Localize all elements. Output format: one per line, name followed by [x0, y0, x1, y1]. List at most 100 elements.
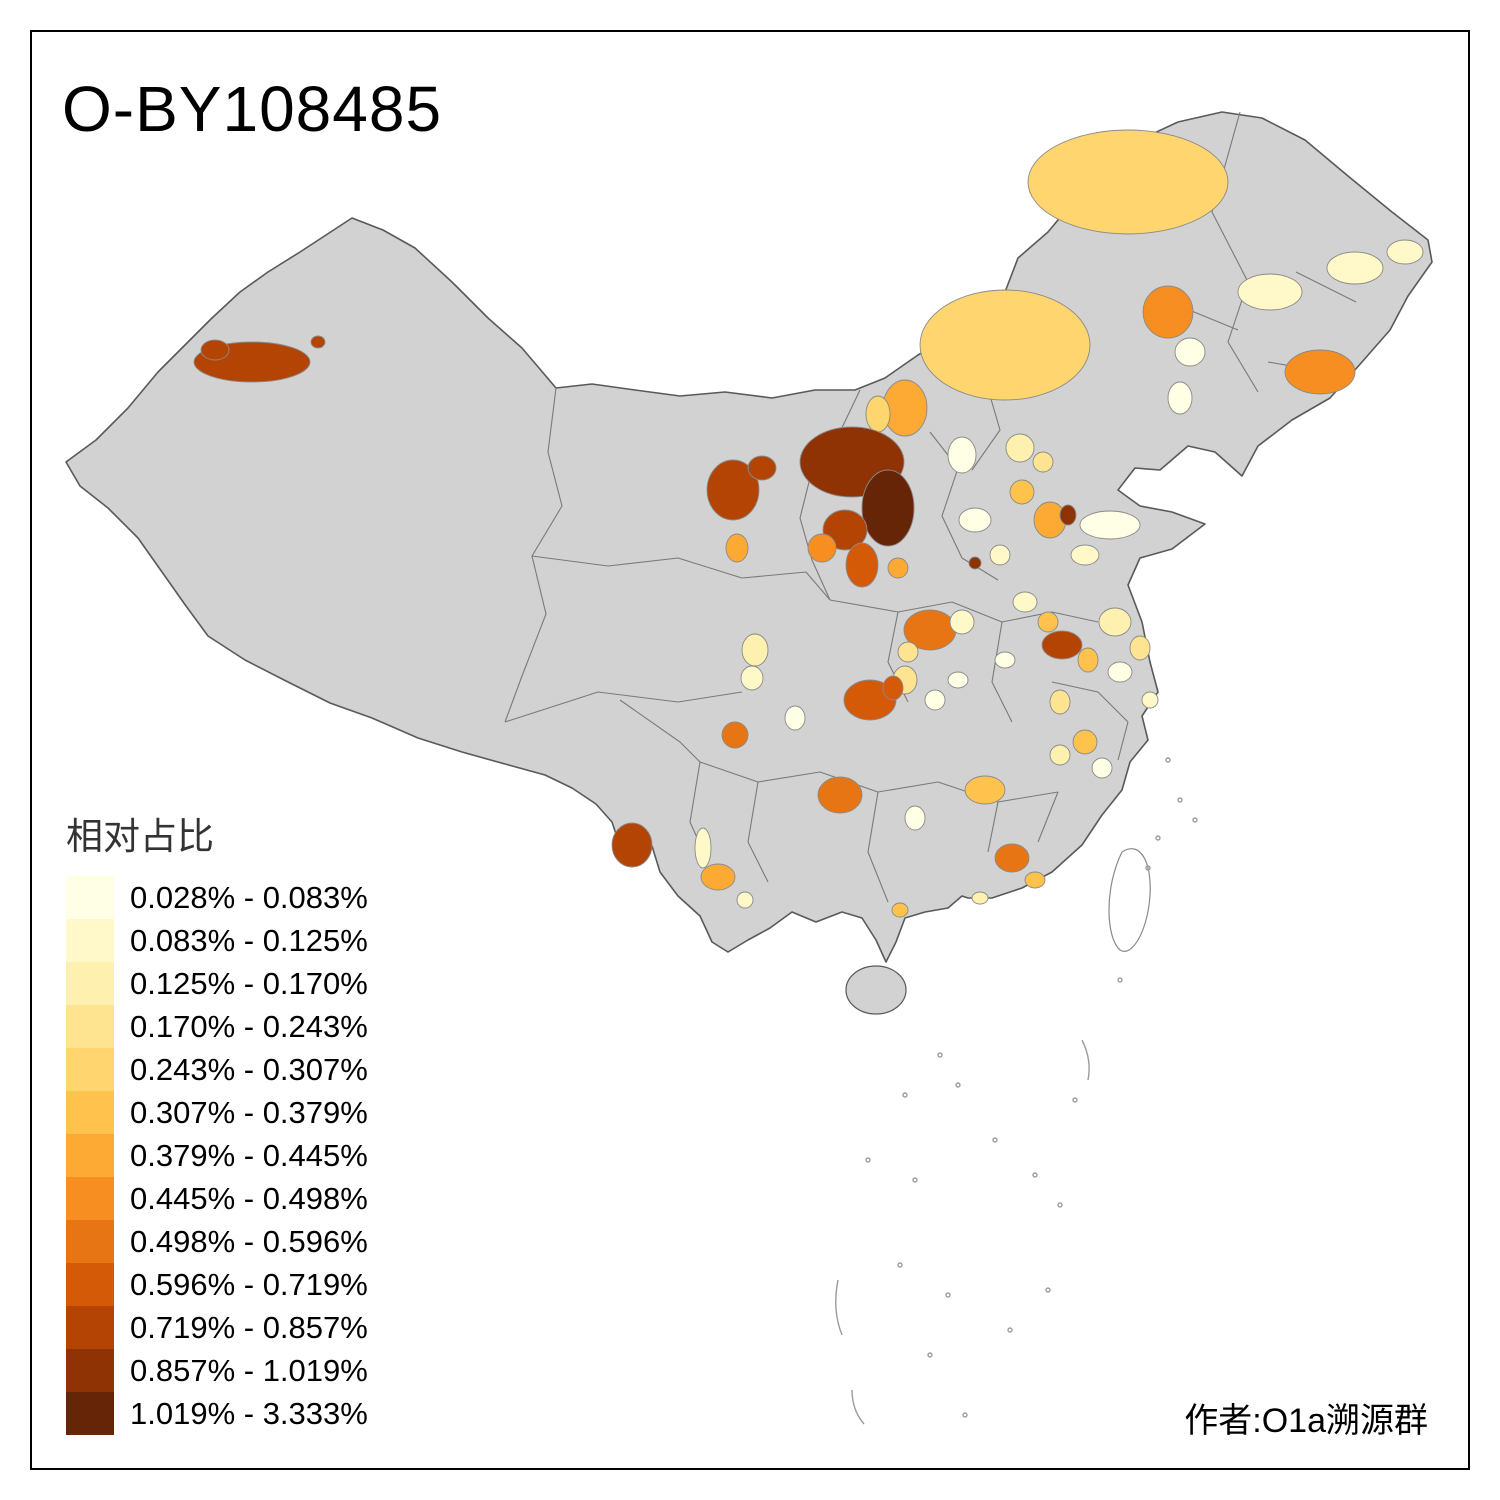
map-region: [947, 436, 977, 474]
legend-swatch: [66, 1392, 114, 1435]
map-region: [1012, 591, 1038, 613]
map-region: [1049, 689, 1071, 715]
legend-row: 0.243% - 0.307%: [66, 1048, 368, 1091]
map-region: [1049, 744, 1071, 766]
map-region: [924, 689, 946, 711]
legend-swatch: [66, 962, 114, 1005]
map-region: [200, 339, 230, 361]
map-region: [1284, 349, 1356, 395]
map-region: [611, 822, 653, 868]
map-region: [740, 665, 764, 691]
legend-label: 0.125% - 0.170%: [130, 965, 368, 1001]
legend-swatch: [66, 1220, 114, 1263]
map-region: [1070, 544, 1100, 566]
map-region: [721, 721, 749, 749]
legend-row: 1.019% - 3.333%: [66, 1392, 368, 1435]
legend-label: 0.857% - 1.019%: [130, 1352, 368, 1388]
map-region: [947, 671, 969, 689]
map-region: [700, 863, 736, 891]
legend-label: 0.596% - 0.719%: [130, 1266, 368, 1302]
map-region: [1027, 129, 1229, 235]
legend-swatch: [66, 876, 114, 919]
legend-label: 0.498% - 0.596%: [130, 1223, 368, 1259]
legend-swatch: [66, 1349, 114, 1392]
map-region: [1041, 630, 1083, 660]
legend-row: 0.445% - 0.498%: [66, 1177, 368, 1220]
map-region: [971, 891, 989, 905]
map-region: [1059, 504, 1077, 526]
map-region: [891, 902, 909, 918]
map-region: [1077, 647, 1099, 673]
map-region: [989, 544, 1011, 566]
map-region: [1072, 729, 1098, 755]
map-region: [1142, 285, 1194, 339]
map-region: [817, 776, 863, 814]
map-region: [919, 289, 1091, 401]
map-region: [1098, 607, 1132, 637]
legend-swatch: [66, 1134, 114, 1177]
legend-swatch: [66, 1048, 114, 1091]
map-region: [807, 533, 837, 563]
legend-label: 0.307% - 0.379%: [130, 1094, 368, 1130]
map-region: [1005, 433, 1035, 463]
legend-swatch: [66, 1177, 114, 1220]
legend-swatch: [66, 1005, 114, 1048]
legend-swatch: [66, 919, 114, 962]
sea-islands: [835, 757, 1198, 1425]
legend-swatch: [66, 1306, 114, 1349]
map-region: [1037, 611, 1059, 633]
map-region: [784, 705, 806, 731]
legend-row: 0.857% - 1.019%: [66, 1349, 368, 1392]
map-region: [861, 469, 915, 547]
map-region: [736, 891, 754, 909]
map-region: [1326, 251, 1384, 285]
map-region: [1024, 871, 1046, 889]
legend-title: 相对占比: [66, 816, 214, 857]
legend-label: 0.028% - 0.083%: [130, 879, 368, 915]
map-region: [1141, 691, 1159, 709]
legend-label: 0.243% - 0.307%: [130, 1051, 368, 1087]
legend-swatch: [66, 1263, 114, 1306]
map-region: [994, 651, 1016, 669]
map-region: [725, 533, 749, 563]
map-region: [994, 843, 1030, 873]
map-region: [1091, 757, 1113, 779]
map-region: [741, 633, 769, 667]
map-region: [1386, 239, 1424, 265]
legend-label: 0.083% - 0.125%: [130, 922, 368, 958]
legend-label: 0.379% - 0.445%: [130, 1137, 368, 1173]
legend-label: 0.445% - 0.498%: [130, 1180, 368, 1216]
map-region: [1079, 510, 1141, 540]
map-region: [904, 805, 926, 831]
map-region: [706, 459, 760, 521]
legend-row: 0.028% - 0.083%: [66, 876, 368, 919]
map-region: [1107, 661, 1133, 683]
legend: 相对占比 0.028% - 0.083% 0.083% - 0.125% 0.125…: [66, 806, 368, 1435]
legend-label: 1.019% - 3.333%: [130, 1395, 368, 1431]
map-region: [845, 542, 879, 588]
map-region: [1009, 479, 1035, 505]
map-region: [882, 675, 904, 701]
map-region: [1129, 635, 1151, 661]
legend-row: 0.125% - 0.170%: [66, 962, 368, 1005]
legend-row: 0.719% - 0.857%: [66, 1306, 368, 1349]
map-region: [694, 827, 712, 869]
map-region: [958, 507, 992, 533]
map-region: [1167, 381, 1193, 415]
legend-swatch: [66, 1091, 114, 1134]
map-region: [949, 609, 975, 635]
map-region: [865, 395, 891, 433]
legend-row: 0.596% - 0.719%: [66, 1263, 368, 1306]
map-region: [897, 641, 919, 663]
legend-label: 0.170% - 0.243%: [130, 1008, 368, 1044]
map-region: [1032, 451, 1054, 473]
map-region: [964, 775, 1006, 805]
map-region: [887, 557, 909, 579]
legend-label: 0.719% - 0.857%: [130, 1309, 368, 1345]
legend-row: 0.379% - 0.445%: [66, 1134, 368, 1177]
legend-row: 0.307% - 0.379%: [66, 1091, 368, 1134]
legend-row: 0.498% - 0.596%: [66, 1220, 368, 1263]
taiwan-outline: [1108, 848, 1151, 952]
